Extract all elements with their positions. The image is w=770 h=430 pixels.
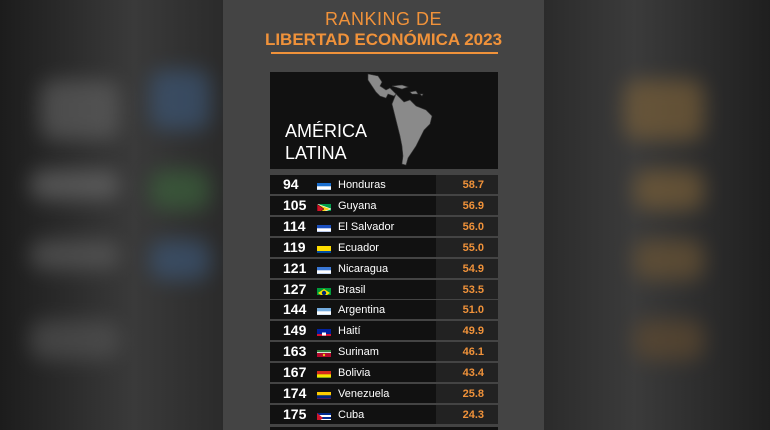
rank-value: 121	[283, 259, 307, 276]
rank-value: 175	[283, 405, 307, 422]
score-cell: 51.0	[436, 300, 498, 320]
score-value: 24.3	[462, 408, 484, 421]
score-cell: 49.9	[436, 321, 498, 341]
ranking-row: 149 Haití 49.9	[270, 321, 498, 341]
guyana-flag-icon	[317, 201, 331, 211]
rank-value: 114	[283, 217, 306, 234]
country-name: Haití	[338, 325, 361, 338]
ranking-row: 114 El Salvador 56.0	[270, 216, 498, 236]
score-value: 25.8	[462, 388, 484, 400]
score-cell: 56.0	[436, 216, 498, 236]
country-name: Honduras	[338, 179, 386, 191]
surinam-flag-icon	[317, 347, 331, 358]
rank-value: 167	[283, 364, 307, 381]
score-value: 56.0	[462, 220, 484, 233]
el-salvador-flag-icon	[317, 222, 331, 232]
ranking-row: 119 Ecuador 55.0	[270, 237, 498, 257]
score-value: 43.4	[462, 367, 484, 380]
score-cell: 56.9	[436, 195, 498, 215]
blurred-background-right	[544, 0, 770, 430]
score-cell: 53.5	[436, 279, 498, 299]
score-cell: 58.7	[436, 175, 498, 194]
score-cell: 25.8	[436, 384, 498, 403]
rank-value: 119	[283, 238, 306, 255]
country-name: Brasil	[338, 283, 366, 296]
score-value: 54.9	[462, 262, 484, 275]
brasil-flag-icon	[317, 285, 331, 295]
score-cell: 43.4	[436, 363, 498, 383]
country-name: El Salvador	[338, 220, 395, 233]
rank-value: 127	[283, 280, 307, 297]
ranking-row: 127 Brasil 53.5	[270, 279, 498, 299]
rank-value: 174	[283, 385, 307, 401]
argentina-flag-icon	[317, 305, 331, 316]
country-name: Cuba	[338, 408, 365, 421]
score-value: 46.1	[462, 346, 484, 359]
score-value: 53.5	[462, 283, 484, 296]
score-value: 51.0	[462, 304, 484, 317]
score-cell: 46.1	[436, 342, 498, 362]
country-name: Nicaragua	[338, 262, 389, 275]
latin-america-map-icon	[367, 73, 433, 166]
country-name: Argentina	[338, 304, 386, 317]
ranking-row: 163 Surinam 46.1	[270, 342, 498, 362]
map-box: AMÉRICA LATINA	[270, 72, 498, 169]
score-value: 49.9	[462, 325, 484, 338]
rank-value: 105	[283, 196, 307, 213]
ranking-row: 144 Argentina 51.0	[270, 300, 498, 320]
country-name: Surinam	[338, 346, 379, 359]
cuba-flag-icon	[317, 410, 331, 420]
nicaragua-flag-icon	[317, 264, 331, 274]
ranking-row: 121 Nicaragua 54.9	[270, 258, 498, 278]
region-line-2: LATINA	[285, 143, 347, 163]
ranking-row: 94 Honduras 58.7	[270, 175, 498, 194]
score-cell: 24.3	[436, 404, 498, 424]
score-value: 58.7	[462, 179, 484, 191]
rank-value: 144	[283, 301, 307, 318]
country-name: Venezuela	[338, 388, 390, 400]
country-name: Bolivia	[338, 367, 371, 380]
ranking-row: 105 Guyana 56.9	[270, 195, 498, 215]
rank-value: 94	[283, 176, 299, 192]
ranking-row: 167 Bolivia 43.4	[270, 363, 498, 383]
bolivia-flag-icon	[317, 368, 331, 379]
score-value: 56.9	[462, 199, 484, 212]
title-line-1: RANKING DE	[324, 9, 443, 29]
bottom-rule	[270, 427, 498, 430]
blurred-background-left	[0, 0, 223, 430]
region-label: AMÉRICA LATINA	[285, 120, 367, 164]
country-name: Ecuador	[338, 241, 379, 254]
rank-value: 163	[283, 343, 307, 360]
ranking-row: 174 Venezuela 25.8	[270, 384, 498, 403]
ranking-row: 175 Cuba 24.3	[270, 404, 498, 424]
score-cell: 54.9	[436, 258, 498, 278]
honduras-flag-icon	[317, 180, 331, 190]
ecuador-flag-icon	[317, 243, 331, 253]
infographic-panel: RANKING DE LIBERTAD ECONÓMICA 2023 AMÉRI…	[223, 0, 544, 430]
rank-value: 149	[283, 322, 307, 339]
title-underline	[271, 52, 498, 54]
haiti-flag-icon	[317, 326, 331, 337]
region-line-1: AMÉRICA	[285, 121, 368, 141]
score-cell: 55.0	[436, 237, 498, 257]
country-name: Guyana	[338, 199, 377, 212]
score-value: 55.0	[462, 241, 484, 254]
title-line-2: LIBERTAD ECONÓMICA 2023	[264, 30, 503, 49]
venezuela-flag-icon	[317, 389, 331, 399]
